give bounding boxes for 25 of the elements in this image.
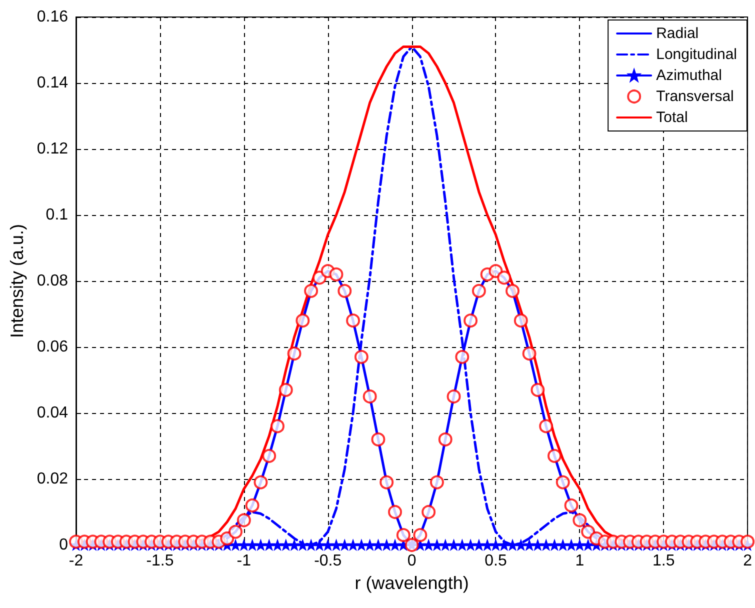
y-tick-label: 0.06	[36, 338, 68, 356]
legend-label: Total	[656, 109, 688, 126]
legend-label: Azimuthal	[656, 67, 722, 84]
y-axis-title: Intensity (a.u.)	[7, 224, 27, 338]
legend-label: Transversal	[656, 88, 734, 105]
y-tick-label: 0.14	[36, 74, 68, 92]
legend-label: Radial	[656, 25, 699, 42]
x-tick-label: 2	[743, 552, 752, 570]
y-tick-label: 0.12	[36, 140, 68, 158]
x-axis-title: r (wavelength)	[354, 572, 469, 593]
x-tick-label: -1.5	[146, 552, 174, 570]
y-tick-label: 0.08	[36, 272, 68, 290]
x-tick-label: 0	[407, 552, 416, 570]
x-tick-label: -2	[68, 552, 84, 570]
x-tick-label: -0.5	[314, 552, 342, 570]
y-tick-label: 0	[59, 536, 68, 554]
y-tick-label: 0.02	[36, 470, 68, 488]
x-tick-label: 1	[575, 552, 584, 570]
y-tick-label: 0.1	[46, 206, 68, 224]
y-tick-label: 0.04	[36, 404, 68, 422]
legend-label: Longitudinal	[656, 46, 738, 63]
x-tick-label: -1	[236, 552, 252, 570]
x-tick-label: 1.5	[652, 552, 675, 570]
x-tick-label: 0.5	[484, 552, 507, 570]
y-tick-label: 0.16	[36, 8, 68, 26]
